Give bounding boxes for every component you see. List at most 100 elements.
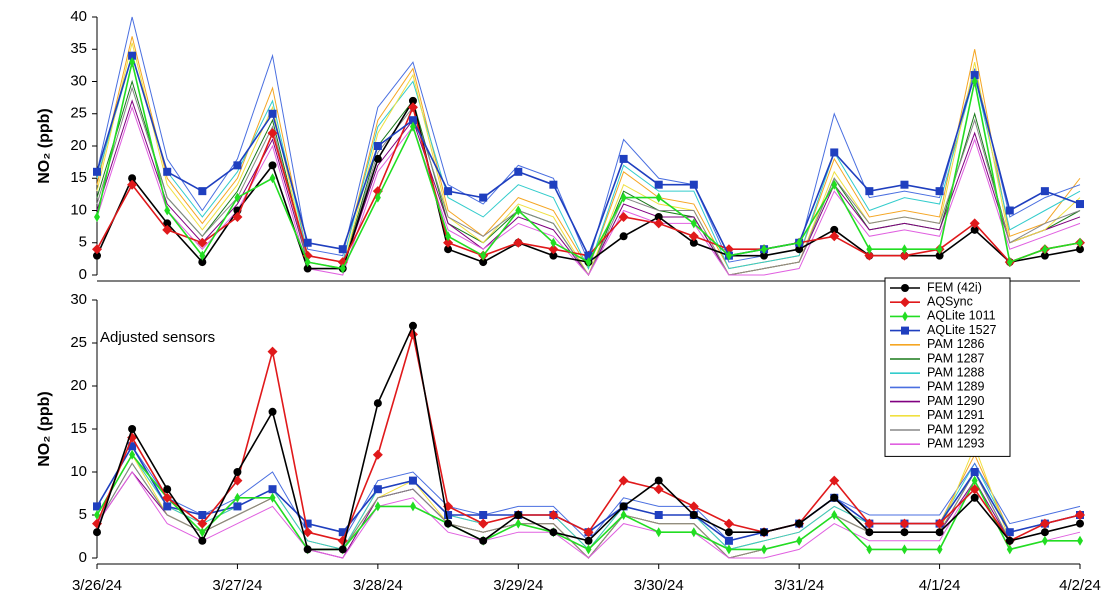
marker (129, 57, 136, 68)
marker (338, 528, 347, 537)
marker (445, 231, 452, 242)
marker (583, 527, 594, 538)
marker (1039, 518, 1050, 529)
marker (1005, 536, 1014, 545)
marker (549, 180, 558, 189)
series-line (96, 36, 1081, 270)
marker (900, 528, 909, 537)
y-axis-label: NO₂ (ppb) (36, 391, 53, 467)
y-tick-label: 15 (70, 420, 87, 437)
marker (162, 492, 173, 503)
marker (233, 468, 242, 476)
marker (479, 258, 488, 267)
series-line (96, 105, 1081, 276)
marker (655, 527, 662, 538)
x-tick-label: 3/30/24 (634, 577, 684, 594)
marker (549, 251, 558, 260)
marker (373, 142, 382, 150)
marker (1005, 206, 1014, 215)
marker (163, 502, 172, 511)
marker (513, 237, 524, 248)
marker (372, 449, 383, 460)
marker (479, 511, 488, 519)
marker (408, 116, 417, 125)
marker (302, 527, 313, 538)
y-tick-label: 5 (79, 234, 87, 251)
marker (515, 518, 522, 529)
annotation: Adjusted sensors (100, 329, 215, 346)
marker (408, 476, 417, 485)
marker (935, 528, 944, 537)
marker (901, 544, 908, 555)
marker (760, 528, 769, 537)
marker (198, 536, 207, 545)
marker (409, 501, 416, 512)
marker (407, 102, 418, 113)
marker (1006, 257, 1013, 268)
marker (1076, 519, 1084, 528)
marker (199, 250, 206, 261)
marker (162, 224, 173, 235)
marker (1041, 244, 1048, 255)
marker (1040, 187, 1049, 196)
marker (1040, 251, 1049, 260)
marker (267, 346, 278, 357)
marker (689, 511, 698, 519)
marker (724, 528, 733, 537)
marker (128, 425, 137, 433)
marker (94, 211, 100, 222)
y-tick-label: 5 (79, 506, 87, 523)
marker (901, 326, 909, 335)
marker (373, 154, 382, 163)
marker (514, 511, 523, 519)
marker (269, 173, 276, 184)
marker (584, 251, 593, 260)
marker (303, 519, 312, 528)
marker (935, 187, 944, 196)
marker (443, 237, 454, 248)
marker (198, 258, 207, 267)
marker (655, 192, 662, 203)
marker (268, 485, 277, 494)
marker (444, 511, 453, 519)
marker (409, 121, 416, 132)
marker (901, 284, 909, 292)
marker (128, 442, 137, 451)
marker (303, 238, 312, 247)
series-line (96, 471, 1081, 559)
marker (94, 510, 100, 520)
marker (899, 250, 910, 261)
marker (795, 519, 804, 528)
legend-label: PAM 1287 (927, 351, 984, 365)
marker (865, 528, 874, 537)
marker (864, 518, 875, 529)
legend-label: PAM 1290 (927, 394, 984, 408)
marker (93, 528, 101, 537)
marker (688, 501, 699, 512)
marker (164, 205, 171, 216)
marker (761, 544, 768, 555)
marker (93, 251, 101, 260)
marker (902, 311, 908, 322)
marker (829, 231, 840, 242)
marker (1005, 528, 1014, 537)
marker (408, 96, 417, 105)
marker (198, 511, 207, 519)
marker (653, 218, 664, 229)
marker (725, 250, 732, 261)
marker (514, 167, 523, 176)
marker (618, 211, 629, 222)
marker (725, 544, 732, 555)
marker (374, 192, 381, 203)
marker (339, 263, 346, 274)
marker (654, 476, 663, 485)
marker (550, 237, 557, 248)
marker (480, 250, 487, 261)
x-tick-label: 3/27/24 (212, 577, 262, 594)
series (96, 105, 1081, 276)
marker (93, 167, 101, 176)
marker (1075, 510, 1085, 520)
marker (654, 511, 663, 519)
series (93, 96, 1084, 273)
